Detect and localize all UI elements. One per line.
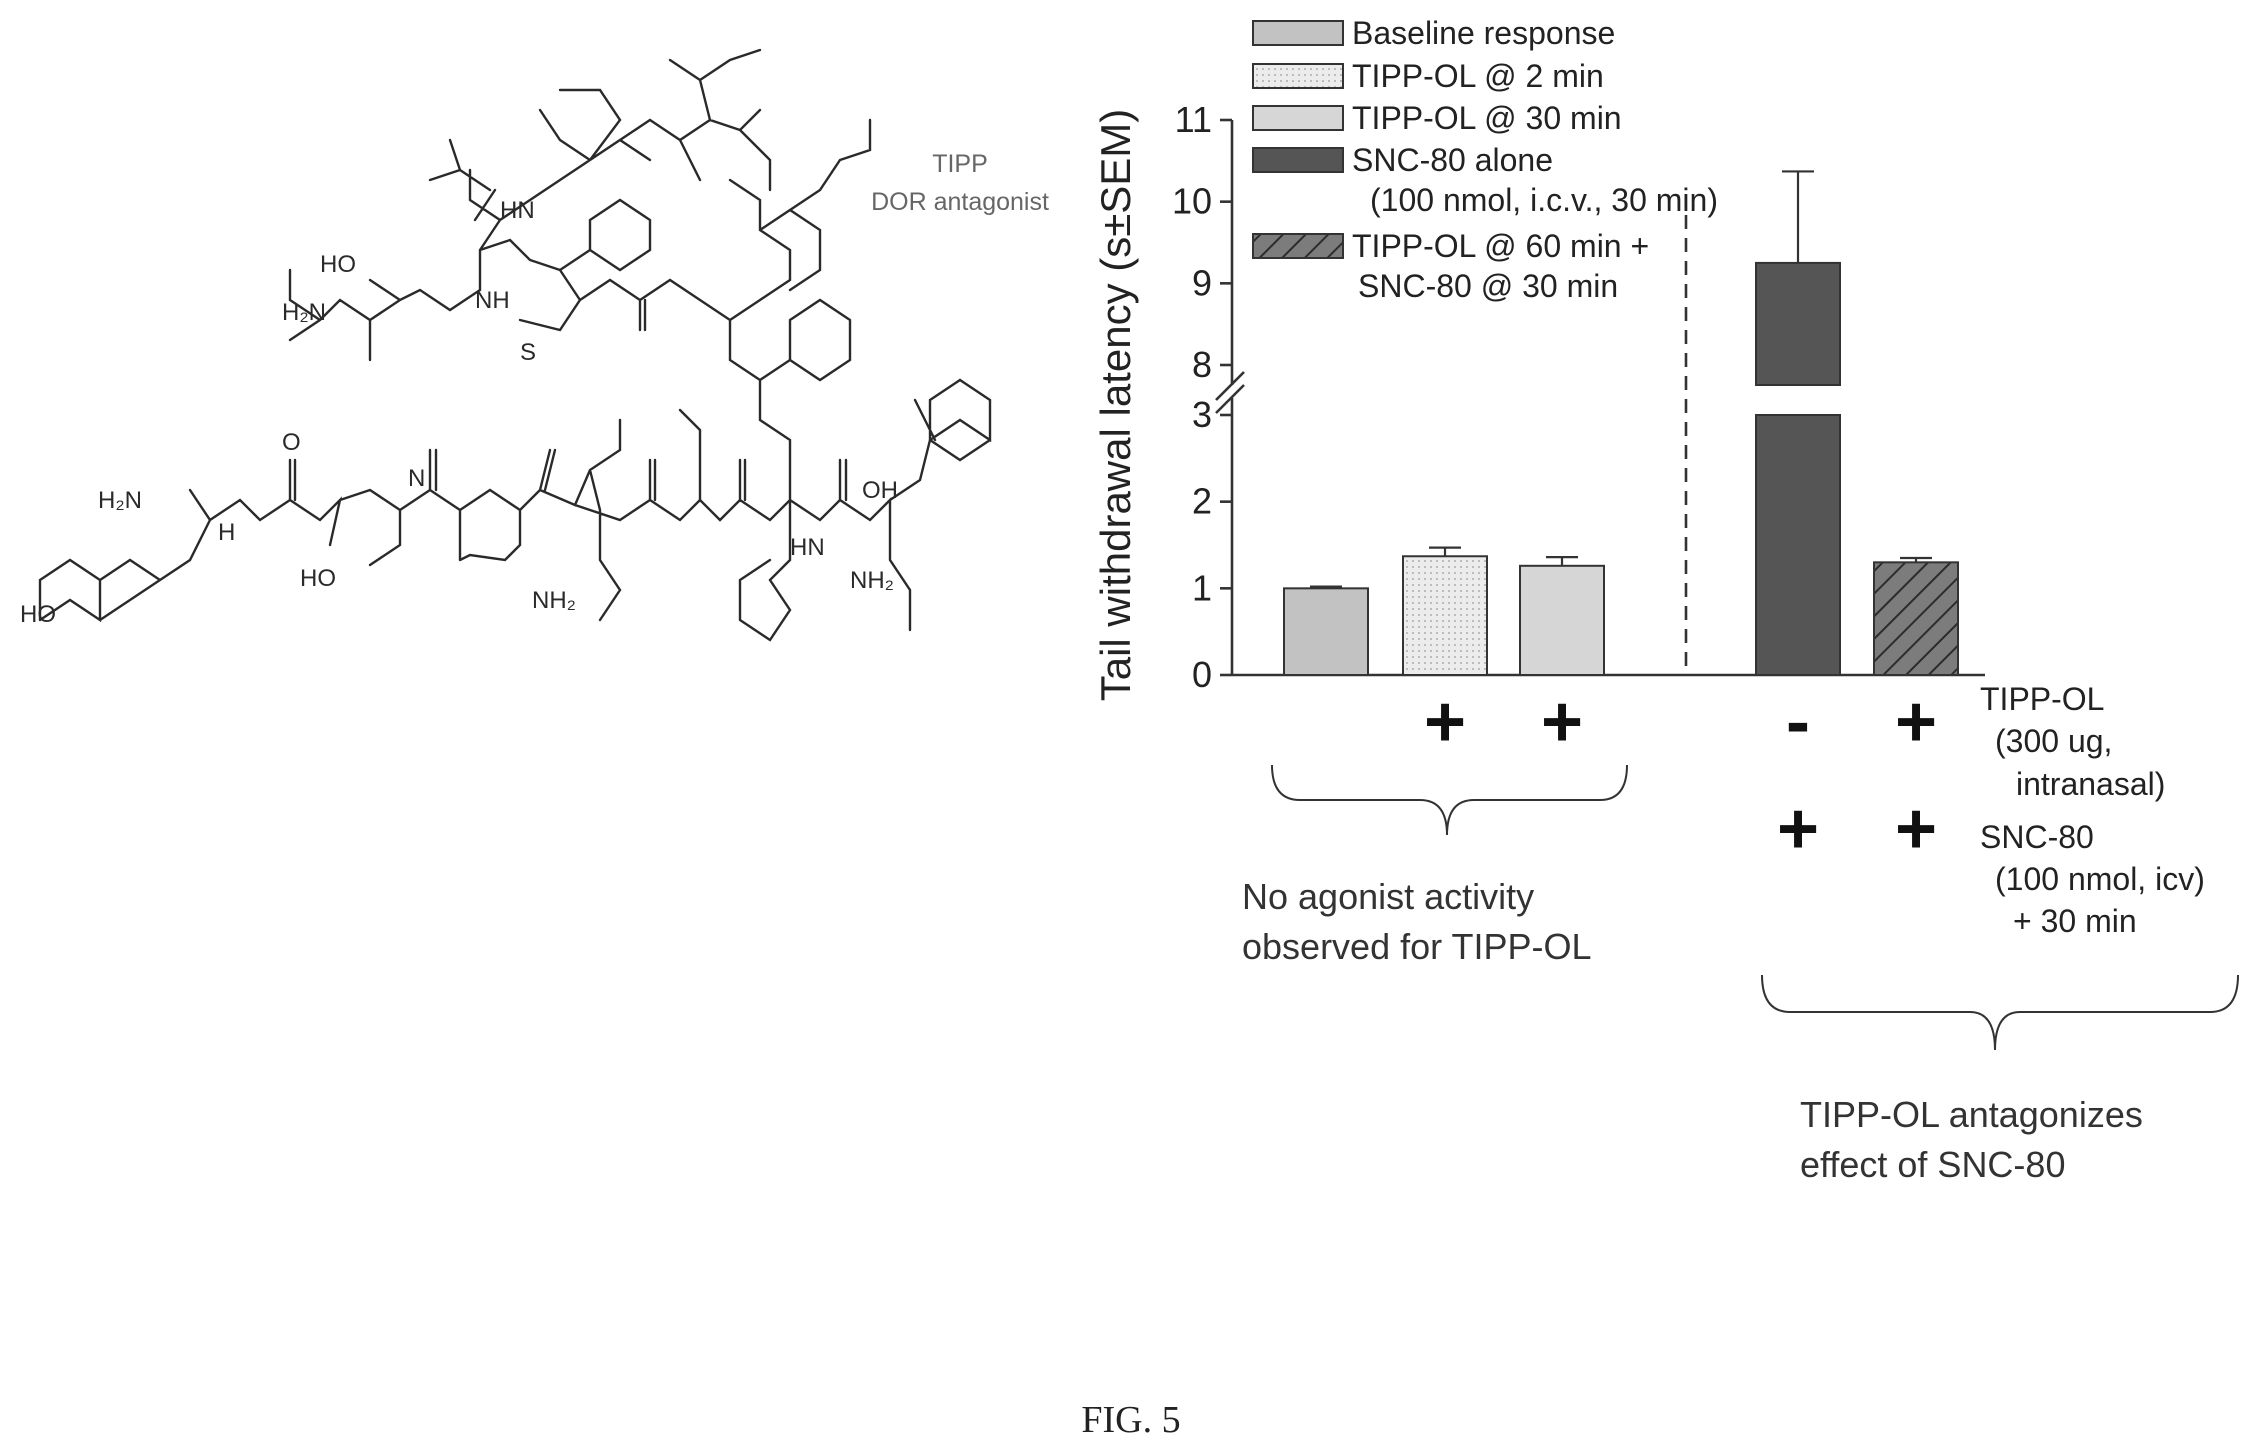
mol-atom-label: NH₂ — [532, 587, 576, 614]
right-brace — [1761, 974, 2239, 1051]
annotation-text: No agonist activity — [1242, 876, 1534, 917]
tipp-sign: + — [1895, 682, 1937, 762]
legend-swatch — [1252, 63, 1344, 89]
y-tick-label: 3 — [1192, 394, 1212, 435]
snc-sign: + — [1895, 789, 1937, 869]
left-brace — [1271, 764, 1628, 836]
bar — [1519, 564, 1605, 676]
y-tick-label: 2 — [1192, 481, 1212, 522]
tipp-sign: + — [1424, 682, 1466, 762]
mol-atom-label: H — [218, 519, 235, 546]
snc-row-label: SNC-80 — [1980, 819, 2094, 855]
legend-label: TIPP-OL @ 2 min — [1352, 58, 1604, 94]
annotation-text: effect of SNC-80 — [1800, 1144, 2065, 1185]
legend-label: Baseline response — [1352, 15, 1615, 51]
mol-atom-label: HN — [500, 197, 535, 224]
tipp-row-label: TIPP-OL — [1980, 681, 2104, 717]
bars — [1283, 170, 1959, 676]
mol-atom-label: HO — [320, 251, 356, 278]
bar — [1755, 414, 1841, 676]
legend-swatch — [1252, 233, 1344, 259]
y-tick-label: 1 — [1192, 567, 1212, 608]
structure-name-line-2: DOR antagonist — [871, 188, 1049, 216]
mol-atom-label: H₂N — [98, 487, 142, 514]
legend: Baseline response TIPP-OL @ 2 min TIPP-OL … — [1252, 15, 1718, 304]
y-tick-label: 10 — [1172, 181, 1212, 222]
mol-atom-label: HN — [790, 534, 825, 561]
tipp-chemical-structure: HO H₂N O N H HN NH S H₂N HO NH₂ NH₂ HN O… — [20, 48, 1049, 642]
mol-atom-label: NH₂ — [850, 567, 894, 594]
mol-atom-label: HO — [300, 565, 336, 592]
legend-label: (100 nmol, i.c.v., 30 min) — [1370, 182, 1718, 218]
axis-break-mark — [1215, 371, 1245, 401]
legend-label: TIPP-OL @ 60 min + — [1352, 228, 1649, 264]
tipp-row-label: (300 ug, — [1995, 723, 2112, 759]
annotation-text: observed for TIPP-OL — [1242, 926, 1592, 967]
mol-atom-label: O — [282, 429, 301, 456]
condition-table: + + - + + + TIPP-OL (300 ug, intranasal) SNC-80 (1… — [1424, 681, 2205, 939]
legend-label: TIPP-OL @ 30 min — [1352, 100, 1622, 136]
y-axis-label: Tail withdrawal latency (s±SEM) — [1092, 109, 1139, 702]
bar — [1755, 261, 1841, 386]
bar — [1402, 555, 1488, 676]
mol-atom-label: NH — [475, 287, 510, 314]
mol-atom-label: S — [520, 339, 536, 366]
figure-caption: FIG. 5 — [1081, 1399, 1180, 1441]
snc-sign: + — [1777, 789, 1819, 869]
y-ticks: 0 1 2 3 8 9 10 11 — [1172, 99, 1232, 695]
mol-atom-label: N — [408, 465, 425, 492]
legend-swatch — [1252, 105, 1344, 131]
annotation-text: TIPP-OL antagonizes — [1800, 1094, 2143, 1135]
tipp-row-label: intranasal) — [2016, 766, 2165, 802]
legend-swatch — [1252, 147, 1344, 173]
bar — [1873, 561, 1959, 676]
bar-chart: Tail withdrawal latency (s±SEM) 0 1 2 3 8 9 10… — [1092, 15, 2239, 1185]
y-tick-label: 9 — [1192, 262, 1212, 303]
legend-swatch — [1252, 20, 1344, 46]
mol-atom-label: H₂N — [282, 299, 326, 326]
snc-row-label: (100 nmol, icv) — [1995, 861, 2205, 897]
axis-break-mark — [1215, 384, 1245, 414]
structure-name-line-1: TIPP — [932, 150, 988, 178]
legend-label: SNC-80 @ 30 min — [1358, 268, 1618, 304]
y-tick-label: 11 — [1175, 99, 1212, 140]
tipp-sign: - — [1786, 682, 1810, 762]
mol-atom-label: OH — [862, 477, 898, 504]
legend-label: SNC-80 alone — [1352, 142, 1553, 178]
snc-row-label: + 30 min — [2013, 903, 2137, 939]
tipp-sign: + — [1541, 682, 1583, 762]
bar — [1283, 587, 1369, 676]
y-tick-label: 0 — [1192, 654, 1212, 695]
y-tick-label: 8 — [1192, 344, 1212, 385]
mol-atom-label: HO — [20, 601, 56, 628]
annotations: No agonist activity observed for TIPP-OL T… — [1242, 764, 2239, 1185]
